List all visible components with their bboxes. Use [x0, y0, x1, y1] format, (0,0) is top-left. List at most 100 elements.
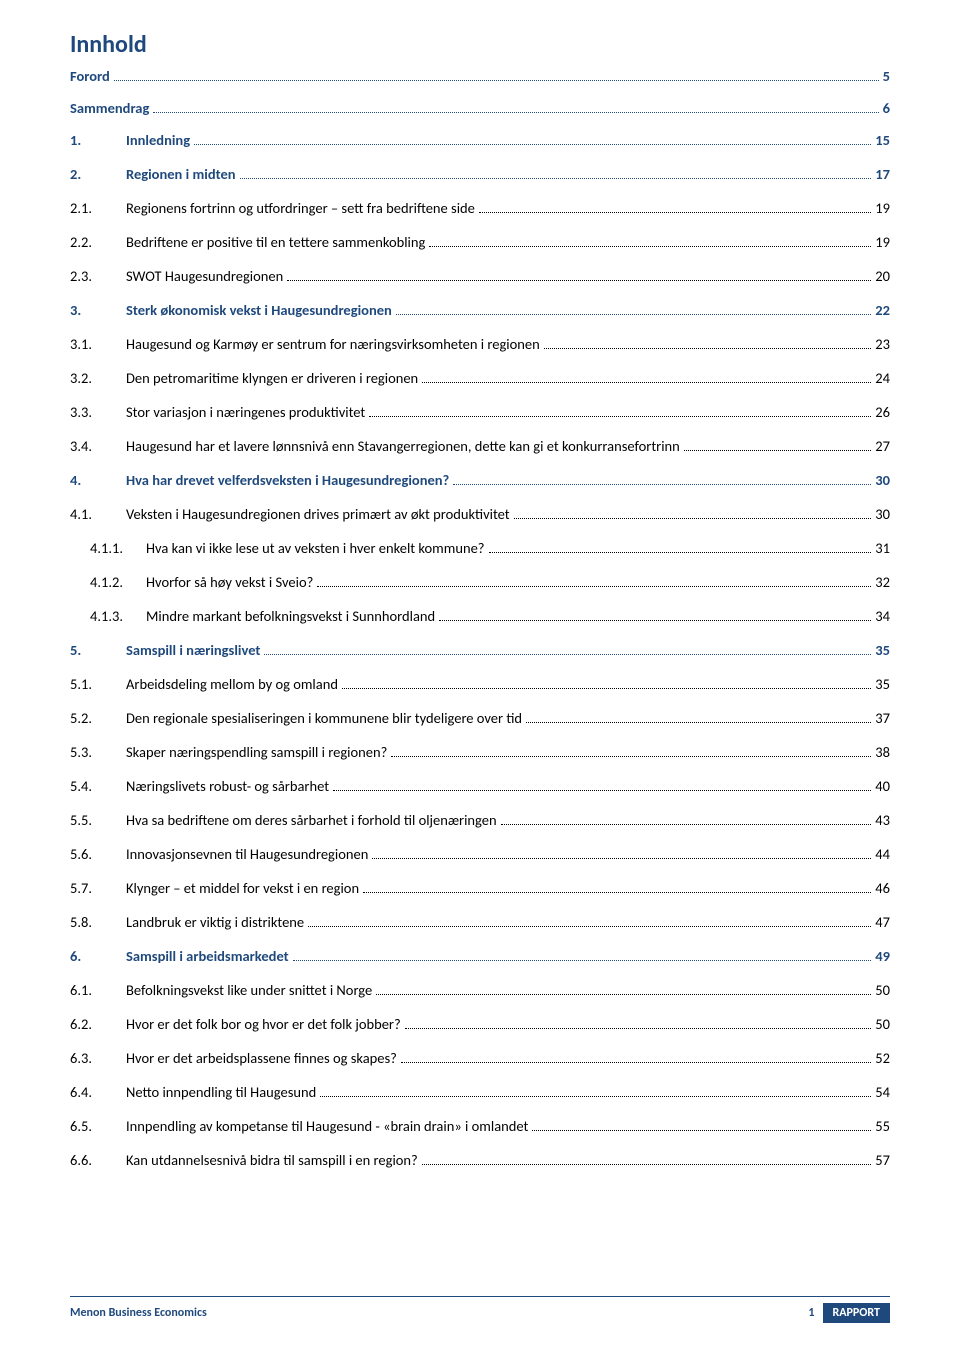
toc-page: 34 [875, 607, 890, 625]
toc-page: 40 [875, 777, 890, 795]
toc-leader-dots [429, 246, 871, 247]
toc-entry: 3.1.Haugesund og Karmøy er sentrum for n… [70, 335, 890, 353]
page-title: Innhold [70, 30, 890, 59]
toc-label: Mindre markant befolkningsvekst i Sunnho… [146, 607, 435, 625]
toc-page: 23 [875, 335, 890, 353]
toc-number: 5. [70, 641, 126, 659]
toc-page: 31 [875, 539, 890, 557]
toc-page: 30 [875, 471, 890, 489]
toc-entry: 5.1.Arbeidsdeling mellom by og omland35 [70, 675, 890, 693]
toc-page: 49 [875, 947, 890, 965]
toc-label: Samspill i næringslivet [126, 641, 260, 659]
toc-label: Innpendling av kompetanse til Haugesund … [126, 1117, 528, 1135]
toc-page: 50 [875, 981, 890, 999]
toc-leader-dots [293, 960, 872, 961]
toc-leader-dots [287, 280, 871, 281]
toc-page: 32 [875, 573, 890, 591]
toc-label: Haugesund og Karmøy er sentrum for nærin… [126, 335, 540, 353]
toc-leader-dots [396, 314, 871, 315]
toc-leader-dots [320, 1096, 871, 1097]
toc-entry: 2.2.Bedriftene er positive til en tetter… [70, 233, 890, 251]
toc-leader-dots [544, 348, 872, 349]
toc-leader-dots [439, 620, 871, 621]
toc-leader-dots [391, 756, 871, 757]
toc-page: 19 [875, 199, 890, 217]
toc-leader-dots [532, 1130, 871, 1131]
toc-label: Hvorfor så høy vekst i Sveio? [146, 573, 313, 591]
toc-label: Innledning [126, 131, 190, 149]
toc-page: 26 [875, 403, 890, 421]
toc-label: Klynger – et middel for vekst i en regio… [126, 879, 359, 897]
toc-number: 4. [70, 471, 126, 489]
toc-leader-dots [401, 1062, 871, 1063]
toc-number: 3.3. [70, 403, 126, 421]
toc-label: Hva sa bedriftene om deres sårbarhet i f… [126, 811, 497, 829]
toc-entry: 6.4.Netto innpendling til Haugesund54 [70, 1083, 890, 1101]
toc-entry: 6.2.Hvor er det folk bor og hvor er det … [70, 1015, 890, 1033]
toc-label: Innovasjonsevnen til Haugesundregionen [126, 845, 368, 863]
toc-entry: 4.1.2.Hvorfor så høy vekst i Sveio? 32 [70, 573, 890, 591]
toc-number: 6. [70, 947, 126, 965]
toc-leader-dots [240, 178, 872, 179]
footer-badge: RAPPORT [823, 1303, 891, 1323]
toc-leader-dots [317, 586, 871, 587]
toc-label: Skaper næringspendling samspill i region… [126, 743, 387, 761]
toc-number: 1. [70, 131, 126, 149]
toc-page: 20 [875, 267, 890, 285]
toc-label: Hva har drevet velferdsveksten i Haugesu… [126, 471, 449, 489]
toc-label: Veksten i Haugesundregionen drives primæ… [126, 505, 510, 523]
toc-leader-dots [514, 518, 872, 519]
footer-page-number: 1 [800, 1306, 822, 1320]
toc-number: 2.2. [70, 233, 126, 251]
toc-number: 3. [70, 301, 126, 319]
toc-page: 50 [875, 1015, 890, 1033]
toc-page: 55 [875, 1117, 890, 1135]
toc-label: Bedriftene er positive til en tettere sa… [126, 233, 425, 251]
toc-leader-dots [479, 212, 871, 213]
toc-leader-dots [153, 112, 878, 113]
toc-number: 5.1. [70, 675, 126, 693]
toc-leader-dots [453, 484, 871, 485]
toc-leader-dots [369, 416, 871, 417]
footer-publisher: Menon Business Economics [70, 1306, 800, 1320]
toc-label: Kan utdannelsesnivå bidra til samspill i… [126, 1151, 418, 1169]
toc-leader-dots [405, 1028, 872, 1029]
toc-label: Forord [70, 67, 110, 85]
toc-number: 4.1.1. [70, 539, 146, 557]
toc-entry: 6.3.Hvor er det arbeidsplassene finnes o… [70, 1049, 890, 1067]
toc-entry: 3.3.Stor variasjon i næringenes produkti… [70, 403, 890, 421]
toc-number: 5.7. [70, 879, 126, 897]
toc-entry: 5.Samspill i næringslivet 35 [70, 641, 890, 659]
toc-leader-dots [264, 654, 871, 655]
toc-number: 5.2. [70, 709, 126, 727]
toc-leader-dots [333, 790, 871, 791]
toc-page: 54 [875, 1083, 890, 1101]
toc-entry: 6.Samspill i arbeidsmarkedet49 [70, 947, 890, 965]
toc-entry: Forord5 [70, 67, 890, 85]
toc-entry: 1.Innledning15 [70, 131, 890, 149]
toc-label: Landbruk er viktig i distriktene [126, 913, 304, 931]
toc-number: 6.4. [70, 1083, 126, 1101]
toc-number: 6.1. [70, 981, 126, 999]
toc-leader-dots [363, 892, 871, 893]
toc-entry: 4.1.Veksten i Haugesundregionen drives p… [70, 505, 890, 523]
toc-entry: 6.6.Kan utdannelsesnivå bidra til samspi… [70, 1151, 890, 1169]
toc-number: 2.1. [70, 199, 126, 217]
toc-number: 5.6. [70, 845, 126, 863]
toc-label: Arbeidsdeling mellom by og omland [126, 675, 338, 693]
toc-page: 22 [875, 301, 890, 319]
toc-number: 4.1.2. [70, 573, 146, 591]
toc-label: Hvor er det arbeidsplassene finnes og sk… [126, 1049, 397, 1067]
toc-number: 4.1.3. [70, 607, 146, 625]
toc-entry: 4.Hva har drevet velferdsveksten i Hauge… [70, 471, 890, 489]
toc-leader-dots [114, 80, 879, 81]
toc-page: 37 [875, 709, 890, 727]
toc-entry: 5.7.Klynger – et middel for vekst i en r… [70, 879, 890, 897]
toc-page: 35 [875, 641, 890, 659]
toc-number: 5.4. [70, 777, 126, 795]
toc-number: 6.2. [70, 1015, 126, 1033]
toc-entry: 5.4.Næringslivets robust- og sårbarhet40 [70, 777, 890, 795]
toc-number: 6.5. [70, 1117, 126, 1135]
toc-entry: 4.1.1.Hva kan vi ikke lese ut av veksten… [70, 539, 890, 557]
toc-leader-dots [501, 824, 872, 825]
